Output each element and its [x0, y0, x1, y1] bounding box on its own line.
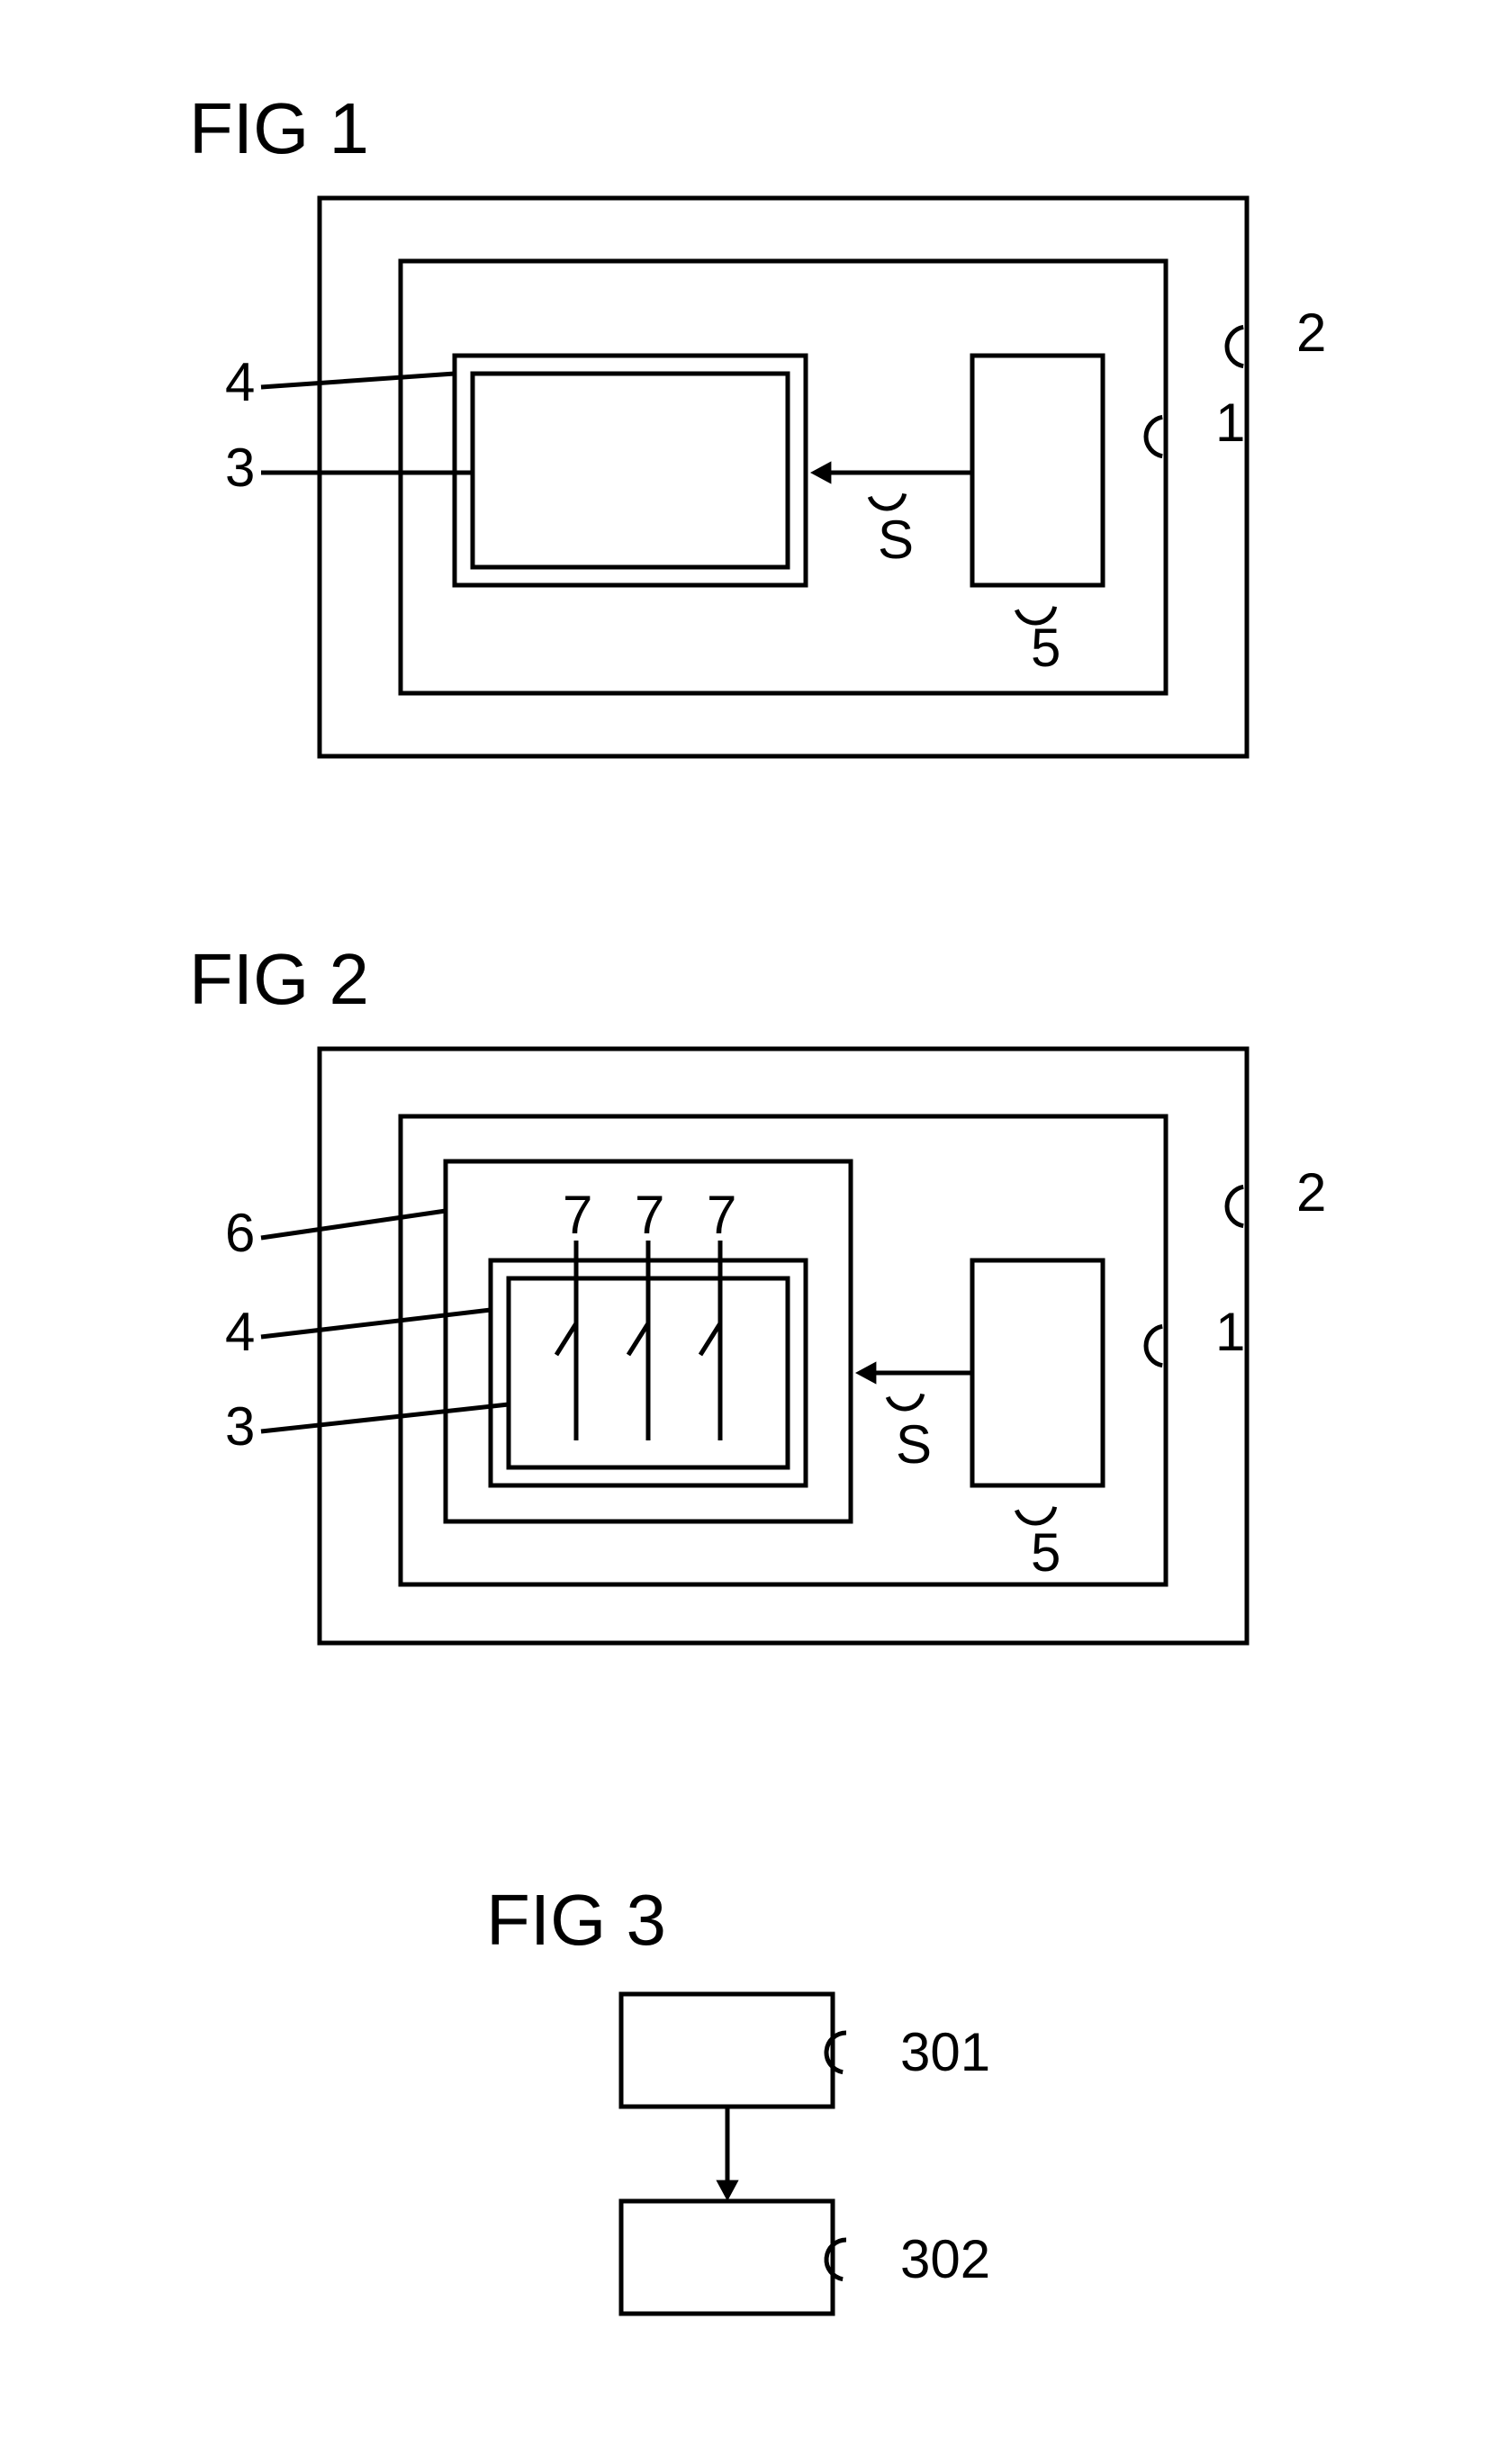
fig2-pin-0-hook — [556, 1323, 576, 1355]
fig2-title: FIG 2 — [189, 939, 369, 1019]
fig2-box-5 — [972, 1260, 1103, 1485]
fig2-label-3-leader — [261, 1404, 509, 1431]
fig2-label-5-curl — [1016, 1507, 1054, 1523]
fig1-label-S-curl — [870, 493, 904, 509]
fig2-label-2: 2 — [1296, 1162, 1326, 1223]
fig2-label-4-leader — [261, 1310, 491, 1337]
fig1-box-3 — [473, 374, 788, 567]
fig1-label-2-curl — [1227, 327, 1243, 366]
fig1-label-4: 4 — [225, 352, 255, 412]
fig2-label-1-curl — [1146, 1326, 1162, 1365]
fig3-label-302-curl — [826, 2240, 846, 2279]
fig2-label-6: 6 — [225, 1203, 255, 1263]
fig2-label-1: 1 — [1215, 1302, 1245, 1362]
fig1-label-3: 3 — [225, 438, 255, 498]
fig3-box-301 — [621, 1994, 833, 2107]
fig1-label-5: 5 — [1031, 618, 1060, 678]
fig2-pin-1-hook — [628, 1323, 648, 1355]
fig2-label-6-leader — [261, 1211, 446, 1238]
fig2-label-3: 3 — [225, 1396, 255, 1457]
fig2-pin-2-label: 7 — [707, 1185, 736, 1245]
fig1-box-5 — [972, 356, 1103, 585]
fig1-box-2 — [320, 198, 1247, 756]
fig1-title: FIG 1 — [189, 88, 369, 168]
fig2-pin-0-label: 7 — [563, 1185, 592, 1245]
fig2-arrow-s-head — [855, 1361, 876, 1384]
fig2-pin-2-hook — [700, 1323, 720, 1355]
fig2-label-S: S — [896, 1414, 932, 1475]
fig2-label-5: 5 — [1031, 1522, 1060, 1583]
fig2-label-4: 4 — [225, 1302, 255, 1362]
fig3-label-301-curl — [826, 2033, 846, 2072]
fig1-label-1: 1 — [1215, 393, 1245, 453]
fig2-label-2-curl — [1227, 1187, 1243, 1225]
fig1-box-4 — [455, 356, 806, 585]
fig3-label-301: 301 — [900, 2022, 990, 2082]
fig1-label-1-curl — [1146, 417, 1162, 456]
fig3-title: FIG 3 — [486, 1880, 666, 1960]
fig1-label-4-leader — [261, 374, 455, 387]
fig3-label-302: 302 — [900, 2229, 990, 2289]
fig3-arrow-head — [716, 2180, 738, 2201]
fig2-pin-1-label: 7 — [635, 1185, 664, 1245]
fig1-arrow-s-head — [810, 461, 831, 483]
fig1-label-S: S — [878, 510, 914, 570]
fig2-label-S-curl — [888, 1394, 922, 1409]
fig2-box-2 — [320, 1049, 1247, 1643]
fig3-box-302 — [621, 2201, 833, 2314]
fig1-label-2: 2 — [1296, 302, 1326, 363]
